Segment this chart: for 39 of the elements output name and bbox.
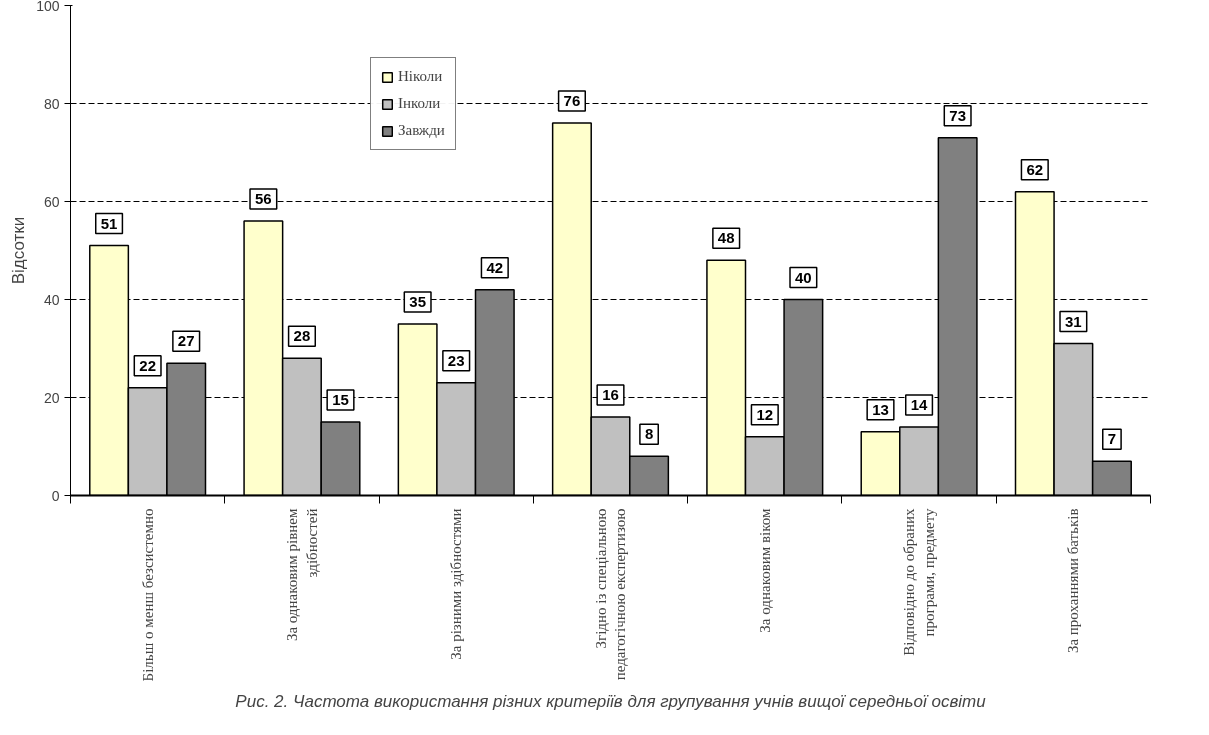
data-label: 13: [872, 400, 889, 418]
x-tick-label: За однаковим рівнем здібностей: [284, 507, 320, 642]
data-label: 62: [1026, 160, 1044, 178]
x-tick-label: За проханнями батьків: [1065, 508, 1082, 654]
y-axis-title: Відсотки: [9, 216, 29, 285]
data-label: 35: [409, 293, 426, 310]
data-label: 48: [717, 229, 735, 247]
data-label: 7: [1107, 430, 1117, 448]
data-label: 28: [293, 327, 311, 345]
data-label: 31: [1065, 312, 1082, 330]
x-tick-label: Згідно із спеціальною педагогічною експертизою: [592, 508, 629, 681]
data-label: 12: [756, 405, 774, 423]
x-tick-label: За різними здібностями: [448, 508, 465, 660]
data-label: 73: [949, 106, 966, 124]
data-label: 42: [486, 258, 504, 276]
y-tick-label: 60: [43, 193, 60, 210]
data-label: 27: [177, 332, 195, 350]
data-label: 76: [563, 92, 581, 110]
data-label: 8: [644, 425, 654, 443]
legend-label: Інколи: [398, 95, 441, 112]
legend-label: Завжди: [398, 122, 445, 139]
data-label: 16: [602, 386, 619, 404]
data-label: 51: [100, 214, 118, 232]
x-tick-label: За однаковим віком: [756, 507, 773, 633]
data-label: 15: [332, 391, 349, 408]
x-tick-label: Відповідно до обраних програми, предмету: [901, 508, 937, 656]
text: Рис. 2. Частота використання різних критеріїв для групування учнів вищої середньої освіти: [235, 691, 987, 711]
legend-label: Ніколи: [398, 68, 443, 85]
y-tick-label: 40: [43, 291, 60, 308]
y-tick-label: 80: [43, 95, 60, 112]
data-label: 23: [447, 351, 465, 369]
data-label: 40: [795, 268, 812, 286]
data-label: 56: [255, 190, 272, 208]
y-tick-label: 20: [43, 389, 60, 406]
x-tick-label: Більш о менш безсистемно: [139, 508, 156, 682]
y-tick-label: 100: [36, 0, 60, 14]
data-label: 22: [139, 356, 156, 374]
y-tick-label: 0: [51, 487, 60, 504]
data-label: 14: [910, 395, 929, 413]
